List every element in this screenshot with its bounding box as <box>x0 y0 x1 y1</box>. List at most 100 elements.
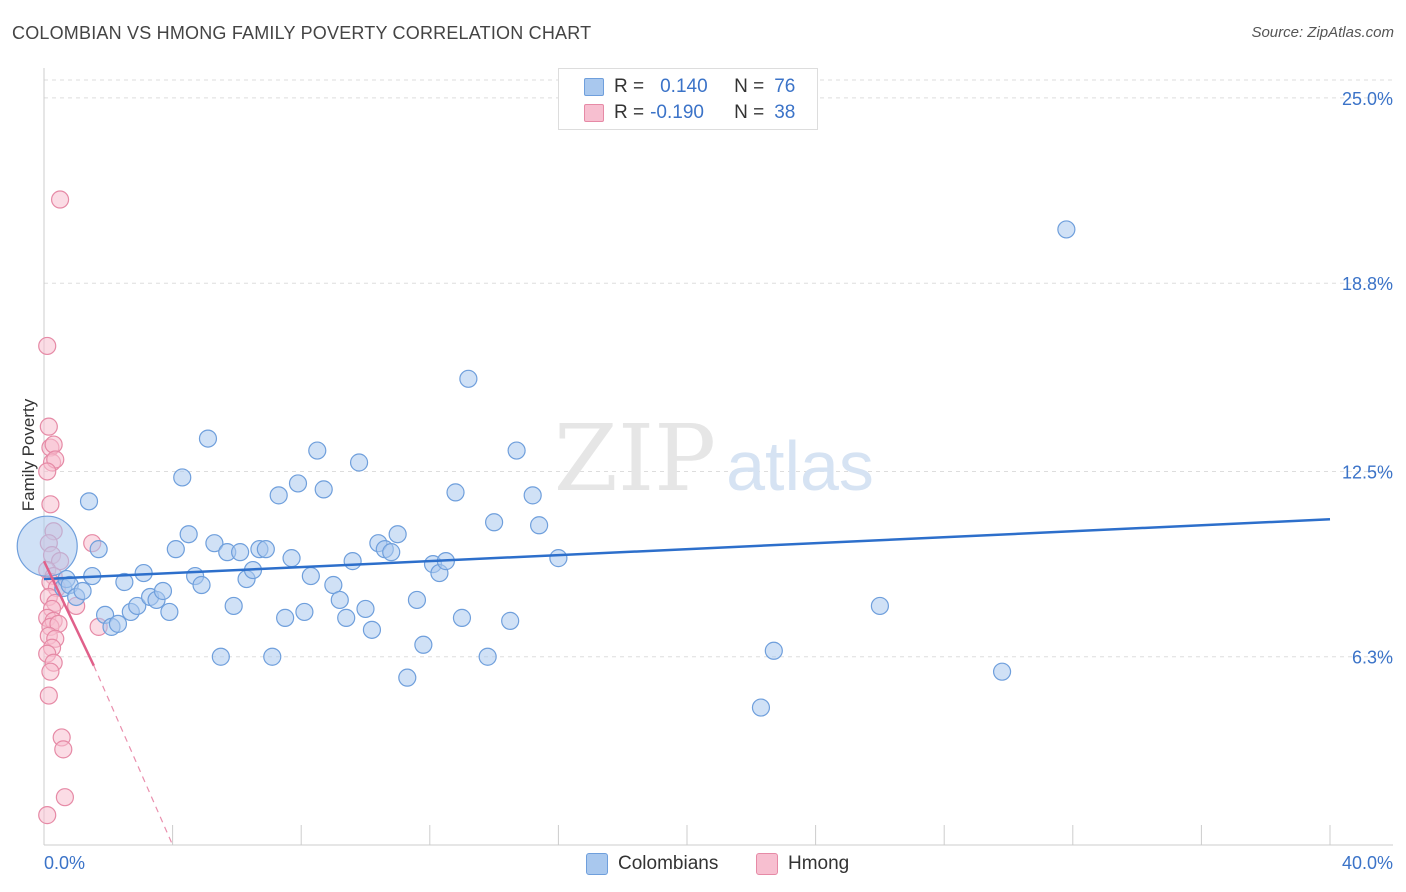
colombian-point <box>1057 220 1076 239</box>
colombian-point <box>459 369 478 388</box>
chart-title: COLOMBIAN VS HMONG FAMILY POVERTY CORREL… <box>12 23 592 43</box>
colombian-point <box>507 441 526 460</box>
colombian-point <box>349 453 369 472</box>
colombian-point <box>231 543 250 562</box>
colombian-point <box>282 549 301 568</box>
colombian-point <box>382 543 401 562</box>
colombian-point <box>308 441 327 460</box>
colombian-point <box>388 525 407 544</box>
y-axis-label: Family Poverty <box>19 398 38 511</box>
legend-n-label: N = <box>734 102 765 123</box>
colombian-point <box>89 540 108 559</box>
hmong-point <box>44 435 63 454</box>
watermark-atlas: atlas <box>726 427 874 505</box>
colombian-point <box>549 549 568 568</box>
colombian-point <box>478 647 497 666</box>
colombian-point <box>751 698 771 717</box>
x-tick-label-max: 40.0% <box>1342 853 1393 873</box>
correlation-legend: R = 0.140 N = 76 R = -0.190 N = 38 <box>558 68 818 130</box>
colombian-point <box>446 483 465 502</box>
colombian-point <box>288 474 308 493</box>
legend-swatch-colombians <box>584 78 604 96</box>
legend-n-value: 38 <box>774 102 796 123</box>
hmong-trend-extension <box>93 665 174 846</box>
legend-r-value: -0.190 <box>650 102 704 123</box>
colombian-point <box>115 572 134 592</box>
legend-swatch-colombians <box>586 853 608 875</box>
colombian-point <box>79 492 99 511</box>
legend-label-colombians: Colombians <box>618 853 719 874</box>
colombian-point <box>407 590 427 610</box>
colombian-point <box>398 668 417 687</box>
colombian-point <box>211 647 230 666</box>
colombian-point <box>108 614 128 633</box>
colombian-point <box>314 480 333 499</box>
colombian-point <box>343 552 362 571</box>
colombian-point <box>992 662 1012 681</box>
hmong-trend-line <box>42 560 95 667</box>
legend-item-hmong[interactable]: Hmong <box>756 851 849 877</box>
y-tick-label: 6.3% <box>1352 648 1393 668</box>
legend-r-value: 0.140 <box>660 76 708 97</box>
trend-lines <box>42 518 1331 846</box>
y-tick-label: 12.5% <box>1342 462 1393 482</box>
colombian-point <box>356 599 375 619</box>
colombian-point <box>173 468 192 487</box>
hmong-series <box>38 190 108 825</box>
colombian-point <box>337 608 356 627</box>
legend-n-value: 76 <box>774 76 796 97</box>
colombian-point <box>160 602 179 622</box>
colombian-point <box>530 516 549 535</box>
colombian-point <box>205 534 224 553</box>
colombian-point <box>764 641 783 660</box>
colombian-point <box>198 429 218 448</box>
colombian-point <box>870 596 890 616</box>
legend-r-label: R = <box>614 76 645 97</box>
colombian-point <box>324 575 343 595</box>
colombian-point <box>263 647 282 666</box>
source-label: Source: ZipAtlas.com <box>1251 24 1394 41</box>
colombian-point <box>224 596 243 616</box>
hmong-point <box>41 495 60 514</box>
colombian-point <box>362 620 382 639</box>
colombian-point <box>301 566 320 586</box>
hmong-point <box>50 190 70 209</box>
colombian-point <box>485 513 504 532</box>
colombian-point <box>16 515 78 577</box>
hmong-point <box>38 806 57 825</box>
colombian-point <box>330 590 349 610</box>
colombian-point <box>128 596 147 616</box>
colombian-point <box>153 581 173 601</box>
colombian-point <box>269 486 288 505</box>
colombian-point <box>179 525 198 544</box>
watermark-zip: ZIP <box>554 405 716 512</box>
colombians-series <box>16 220 1076 717</box>
hmong-point <box>54 740 73 759</box>
hmong-point <box>39 686 58 705</box>
colombian-point <box>276 608 295 627</box>
legend-r-label: R = <box>614 102 645 123</box>
y-tick-label: 25.0% <box>1342 89 1393 109</box>
legend-row-colombians: R = 0.140 N = 76 <box>584 75 795 99</box>
axis-layer: 6.3% 12.5% 18.8% 25.0% <box>43 68 1393 846</box>
colombian-point <box>501 611 520 630</box>
colombian-point <box>166 540 185 559</box>
colombian-point <box>452 608 472 627</box>
colombian-point <box>414 635 433 654</box>
legend-item-colombians[interactable]: Colombians <box>586 851 718 877</box>
colombian-point <box>73 581 92 601</box>
colombian-point <box>256 540 275 559</box>
x-tick-label-min: 0.0% <box>44 853 85 873</box>
hmong-point <box>38 462 57 481</box>
hmong-point <box>39 417 58 436</box>
legend-swatch-hmong <box>584 104 604 122</box>
colombian-point <box>192 575 211 595</box>
legend-row-hmong: R = -0.190 N = 38 <box>584 101 795 125</box>
hmong-point <box>38 336 57 356</box>
colombians-trend-line <box>43 518 1331 581</box>
colombian-point <box>295 602 314 622</box>
colombian-point <box>523 486 542 505</box>
hmong-point <box>55 788 74 807</box>
legend-n-label: N = <box>734 76 765 97</box>
